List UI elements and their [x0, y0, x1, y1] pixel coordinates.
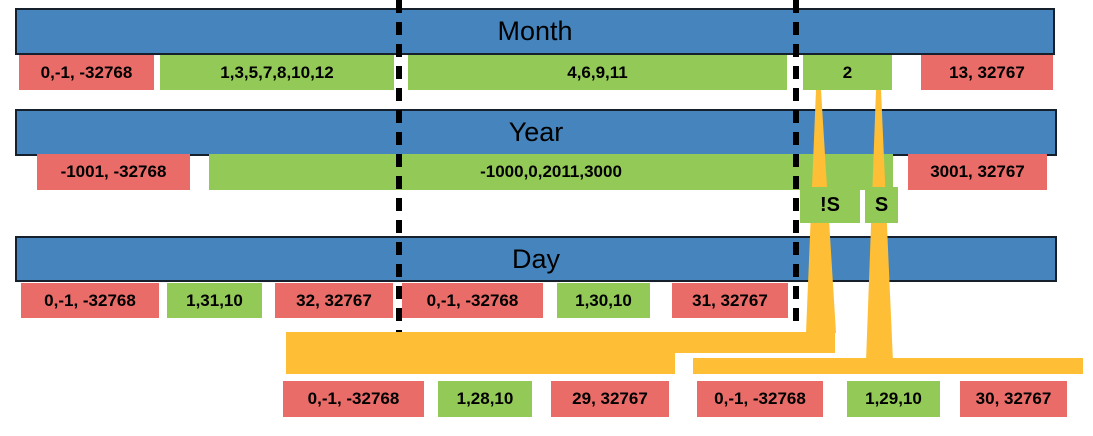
month-invalid-class-low: 0,-1, -32768 [19, 55, 154, 90]
feb29-valid-class: 1,29,10 [847, 381, 940, 417]
day30-invalid-class-low: 0,-1, -32768 [402, 283, 543, 318]
flow-funnel-leap [866, 90, 893, 362]
boundary-dashed-line-right [793, 0, 799, 330]
boundary-dashed-line-left [396, 0, 402, 332]
day30-invalid-class-high: 31, 32767 [672, 283, 788, 318]
year-invalid-class-high: 3001, 32767 [908, 154, 1047, 190]
not-leap-year-box: !S [800, 187, 860, 223]
year-bar-label: Year [508, 117, 564, 147]
feb28-valid-class: 1,28,10 [438, 381, 532, 417]
leap-year-box: S [865, 187, 898, 223]
month-invalid-class-high: 13, 32767 [921, 55, 1053, 90]
month-valid-class-february: 2 [803, 55, 892, 90]
day30-valid-class: 1,30,10 [557, 283, 650, 318]
feb29-invalid-class-low: 0,-1, -32768 [697, 381, 823, 417]
day31-invalid-class-low: 0,-1, -32768 [21, 283, 159, 318]
day31-invalid-class-high: 32, 32767 [275, 283, 393, 318]
flow-bar-nonleap [286, 352, 675, 374]
year-invalid-class-low: -1001, -32768 [37, 154, 190, 190]
month-valid-class-31days: 1,3,5,7,8,10,12 [160, 55, 394, 90]
feb28-invalid-class-low: 0,-1, -32768 [283, 381, 424, 417]
month-bar-label: Month [497, 16, 573, 46]
flow-bar-nonleap-arm [286, 332, 835, 353]
feb28-invalid-class-high: 29, 32767 [551, 381, 669, 417]
month-range-bar: Month [15, 8, 1055, 55]
flow-bar-leap [693, 358, 1083, 374]
year-valid-class: -1000,0,2011,3000 [209, 154, 893, 190]
month-valid-class-30days: 4,6,9,11 [408, 55, 787, 90]
feb29-invalid-class-high: 30, 32767 [960, 381, 1067, 417]
day31-valid-class: 1,31,10 [167, 283, 262, 318]
day-bar-label: Day [511, 243, 560, 274]
